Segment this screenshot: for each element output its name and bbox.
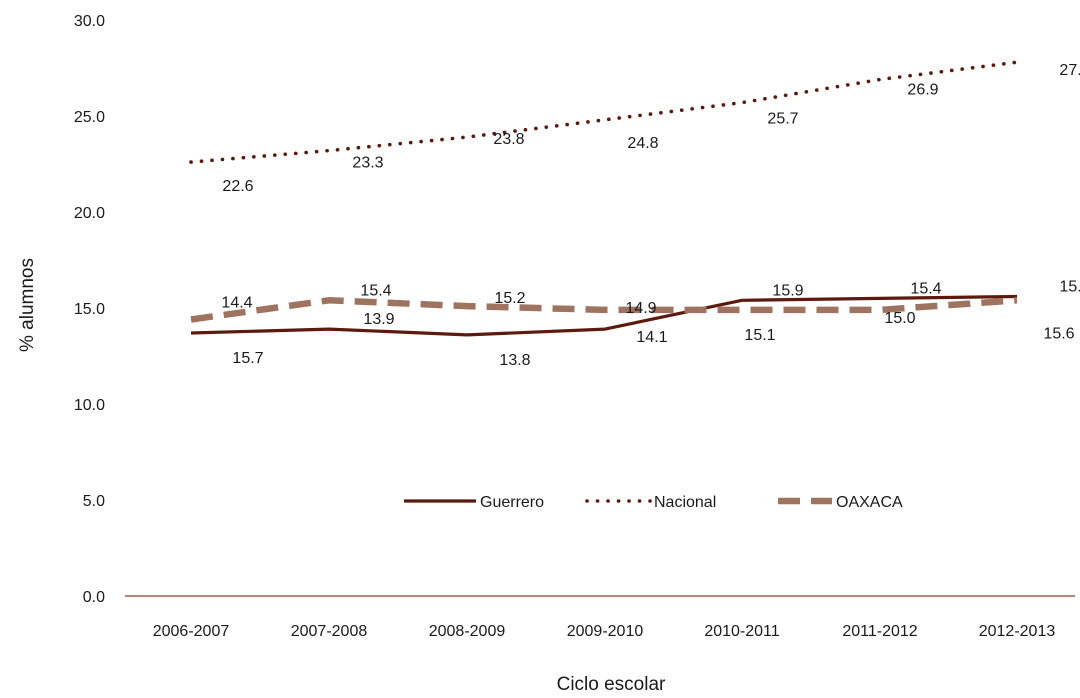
x-tick-label: 2010-2011 xyxy=(704,623,779,640)
data-label-nacional: 23.3 xyxy=(352,155,383,172)
data-label-oaxaca: 15.2 xyxy=(494,290,525,307)
data-label-oaxaca: 15.0 xyxy=(884,310,915,327)
legend-label-guerrero: Guerrero xyxy=(480,494,544,511)
legend-label-nacional: Nacional xyxy=(654,494,716,511)
x-tick-label: 2009-2010 xyxy=(567,623,644,640)
legend-label-oaxaca: OAXACA xyxy=(836,494,903,511)
data-label-oaxaca: 15.6 xyxy=(1043,325,1074,342)
y-tick-label: 5.0 xyxy=(83,493,105,510)
data-label-oaxaca: 15.1 xyxy=(744,327,775,344)
data-label-guerrero: 14.1 xyxy=(636,329,667,346)
data-label-guerrero: 13.8 xyxy=(499,352,530,369)
data-label-guerrero: 15.9 xyxy=(772,282,803,299)
x-axis-title: Ciclo escolar xyxy=(557,674,666,695)
legend: Guerrero Nacional OAXACA xyxy=(404,494,903,511)
y-tick-label: 0.0 xyxy=(83,589,105,606)
y-tick-label: 20.0 xyxy=(74,205,105,222)
y-tick-label: 15.0 xyxy=(74,301,105,318)
data-label-oaxaca: 14.4 xyxy=(221,295,252,312)
data-label-oaxaca: 14.9 xyxy=(625,300,656,317)
data-label-nacional: 25.7 xyxy=(767,111,798,128)
data-label-nacional: 26.9 xyxy=(907,82,938,99)
x-tick-label: 2007-2008 xyxy=(291,623,368,640)
x-tick-label: 2008-2009 xyxy=(429,623,506,640)
series-line-oaxaca xyxy=(190,297,1018,323)
y-tick-label: 10.0 xyxy=(74,397,105,414)
data-label-nacional: 27.9 xyxy=(1059,62,1080,79)
x-tick-label: 2011-2012 xyxy=(842,623,917,640)
data-label-guerrero: 15.4 xyxy=(910,280,941,297)
y-axis-ticks: 0.0 5.0 10.0 15.0 20.0 25.0 30.0 xyxy=(74,13,105,606)
x-axis-ticks: 2006-2007 2007-2008 2008-2009 2009-2010 2010… xyxy=(153,623,1056,640)
series-lines xyxy=(189,60,1019,337)
data-label-nacional: 24.8 xyxy=(627,135,658,152)
y-tick-label: 30.0 xyxy=(74,13,105,30)
data-label-guerrero: 15.7 xyxy=(232,350,263,367)
data-label-guerrero: 15.7 xyxy=(1059,278,1080,295)
y-tick-label: 25.0 xyxy=(74,109,105,126)
x-tick-label: 2006-2007 xyxy=(153,623,230,640)
y-axis-title: % alumnos xyxy=(17,258,38,352)
data-label-nacional: 22.6 xyxy=(222,178,253,195)
data-label-nacional: 23.8 xyxy=(493,131,524,148)
series-line-nacional xyxy=(189,60,1019,164)
data-labels: 15.7 13.9 13.8 14.1 15.9 15.4 15.7 22.6 23.3 23.8… xyxy=(221,62,1080,369)
x-tick-label: 2012-2013 xyxy=(979,623,1056,640)
data-label-guerrero: 13.9 xyxy=(363,311,394,328)
series-line-guerrero xyxy=(190,294,1018,337)
data-label-oaxaca: 15.4 xyxy=(360,282,391,299)
